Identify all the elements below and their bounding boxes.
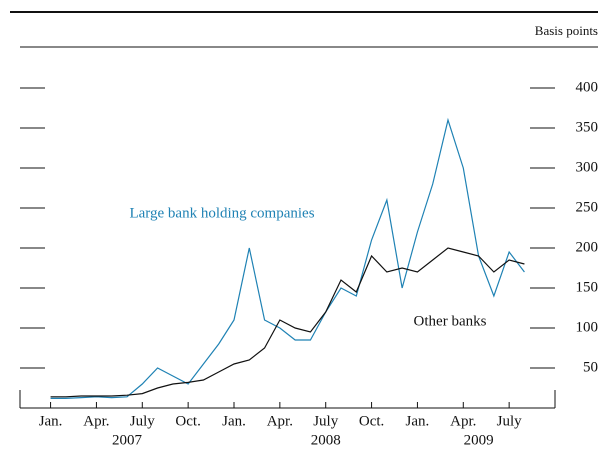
y-tick-label: 250 [576,199,599,215]
x-tick-label: Jan. [222,413,246,429]
x-tick-label: Jan. [406,413,430,429]
x-tick-label: Oct. [175,413,200,429]
year-label: 2007 [112,432,143,448]
x-tick-label: July [497,413,523,429]
year-label: 2008 [311,432,341,448]
x-tick-label: Oct. [359,413,384,429]
x-tick-label: Apr. [450,413,476,429]
series-line [50,117,525,399]
x-tick-label: Apr. [267,413,293,429]
y-tick-label: 400 [576,79,599,95]
series-annotation: Other banks [414,313,487,329]
x-tick-label: July [313,413,339,429]
x-tick-label: July [130,413,156,429]
y-tick-label: 100 [576,319,599,335]
y-axis-label: Basis points [535,23,598,38]
series-annotation: Large bank holding companies [129,205,314,221]
year-label: 2009 [464,432,494,448]
y-tick-label: 350 [576,119,599,135]
y-tick-label: 200 [576,239,599,255]
x-tick-label: Apr. [83,413,109,429]
y-tick-label: 150 [576,279,599,295]
y-tick-label: 300 [576,159,599,175]
series-line [50,247,525,398]
y-tick-label: 50 [583,359,598,375]
x-tick-label: Jan. [39,413,63,429]
